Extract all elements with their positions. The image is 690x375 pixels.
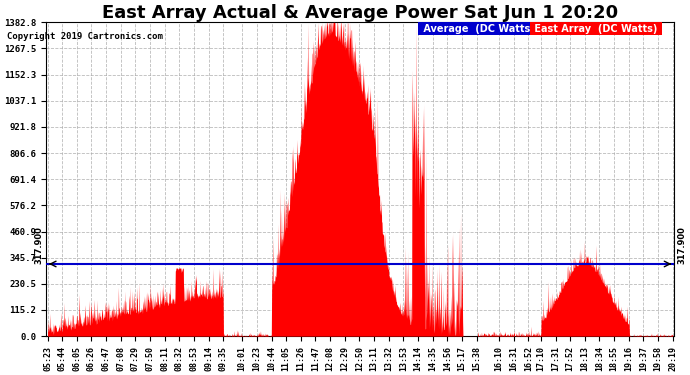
Text: 317.900: 317.900 — [34, 226, 43, 264]
Text: East Array  (DC Watts): East Array (DC Watts) — [531, 24, 661, 34]
Text: 317.900: 317.900 — [678, 226, 687, 264]
Text: Average  (DC Watts): Average (DC Watts) — [420, 24, 538, 34]
Text: Copyright 2019 Cartronics.com: Copyright 2019 Cartronics.com — [7, 32, 163, 41]
Title: East Array Actual & Average Power Sat Jun 1 20:20: East Array Actual & Average Power Sat Ju… — [102, 4, 618, 22]
